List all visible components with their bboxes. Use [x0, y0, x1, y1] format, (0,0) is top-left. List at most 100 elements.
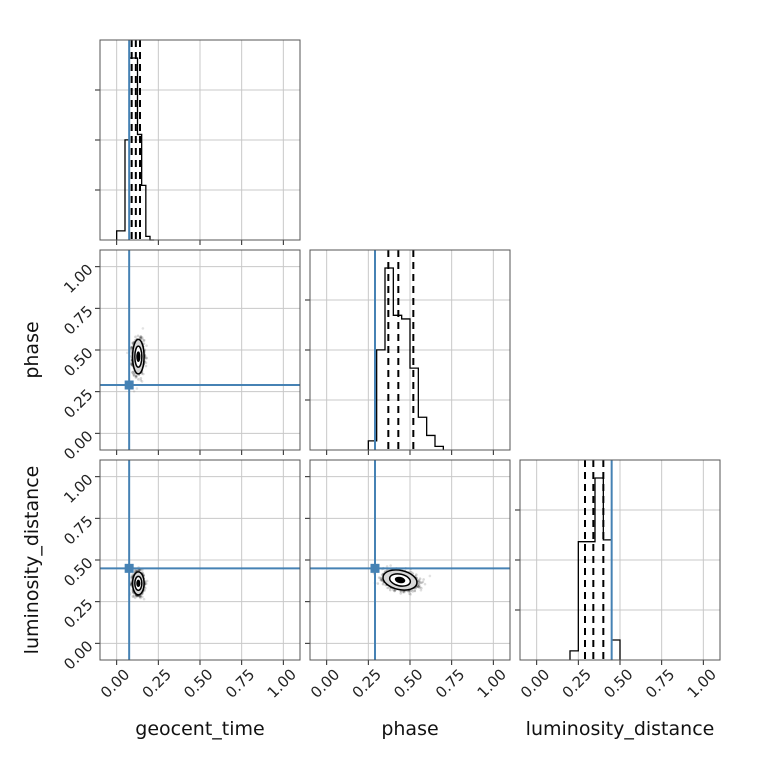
sample-dot [135, 375, 138, 379]
sample-dot [140, 380, 144, 383]
sample-dot [428, 574, 432, 578]
hist-panel-luminosity_distance [515, 459, 721, 665]
sample-dot [381, 582, 385, 586]
scatter-panel-geocent_time-luminosity_distance [95, 459, 301, 665]
sample-dot [132, 389, 136, 393]
y-axis-label-luminosity_distance: luminosity_distance [21, 466, 43, 655]
sample-dot [143, 589, 146, 592]
sample-dot [393, 589, 397, 592]
sample-dot [420, 581, 423, 585]
sample-dot [144, 586, 147, 590]
scatter-panel-geocent_time-phase [95, 249, 301, 455]
x-tick-label: 0.25 [349, 665, 385, 701]
sample-dot [141, 595, 144, 599]
sample-dot [419, 588, 423, 592]
sample-dot [129, 583, 133, 586]
sample-dot [418, 579, 421, 583]
sample-dot [132, 373, 136, 377]
panel-frame [309, 249, 511, 451]
sample-dot [380, 577, 383, 581]
sample-dot [145, 579, 149, 583]
y-tick-label: 0.25 [60, 595, 96, 631]
sample-dot [415, 573, 418, 577]
x-tick-label: 0.25 [559, 665, 595, 701]
panel-frame [99, 39, 301, 241]
sample-dot [129, 345, 133, 349]
sample-dot [138, 568, 142, 572]
sample-dot [142, 342, 146, 345]
sample-dot [408, 592, 411, 596]
x-tick-label: 0.50 [600, 665, 636, 701]
sample-dot [134, 374, 138, 378]
x-tick-label: 0.75 [642, 665, 678, 701]
sample-dot [131, 573, 135, 576]
sample-dot [379, 576, 383, 580]
sample-dot [393, 589, 396, 593]
sample-dot [417, 582, 421, 586]
sample-dot [411, 590, 414, 593]
sample-dot [134, 335, 137, 339]
x-tick-label: 0.00 [307, 665, 343, 701]
y-tick-label: 1.00 [60, 260, 96, 296]
y-axis-label-phase: phase [21, 321, 43, 378]
sample-dot [145, 344, 148, 347]
sample-dot [130, 362, 133, 365]
truth-marker [124, 563, 134, 573]
sample-dot [416, 585, 420, 588]
panel-frame [519, 459, 721, 661]
sample-dot [130, 363, 133, 366]
sample-dot [407, 590, 410, 593]
sample-dot [130, 347, 133, 350]
panel-frame [99, 459, 301, 661]
sample-dot [131, 370, 134, 374]
x-axis-label-phase: phase [381, 718, 438, 740]
sample-dot [418, 577, 422, 581]
sample-dot [142, 597, 146, 601]
x-tick-label: 0.00 [97, 665, 133, 701]
sample-dot [421, 580, 425, 584]
sample-dot [134, 374, 138, 378]
sample-dot [417, 578, 420, 582]
sample-dot [139, 377, 143, 380]
y-tick-label: 0.75 [60, 512, 96, 548]
sample-dot [413, 589, 416, 592]
sample-dot [131, 371, 134, 374]
y-tick-label: 0.50 [60, 344, 96, 380]
y-tick-label: 0.75 [60, 302, 96, 338]
sample-dot [416, 585, 420, 589]
sample-dot [129, 582, 133, 586]
panel-frame [309, 459, 511, 661]
sample-dot [139, 596, 142, 600]
sample-dot [403, 590, 406, 594]
sample-dot [132, 372, 135, 376]
sample-dot [419, 581, 422, 585]
sample-dot [132, 595, 135, 599]
contour-inner [136, 351, 141, 362]
sample-dot [136, 334, 140, 338]
sample-dot [139, 335, 143, 339]
sample-dot [131, 341, 134, 345]
hist-panel-geocent_time [95, 39, 301, 245]
sample-dot [417, 586, 421, 589]
y-tick-label: 0.00 [60, 427, 96, 463]
sample-dot [130, 347, 133, 350]
sample-dot [135, 594, 139, 598]
sample-dot [409, 589, 412, 593]
sample-dot [138, 336, 142, 339]
x-axis-label-geocent_time: geocent_time [135, 718, 264, 740]
histogram-phase [367, 267, 444, 450]
sample-dot [133, 596, 137, 600]
y-tick-label: 0.00 [60, 637, 96, 673]
sample-dot [139, 336, 142, 340]
contour-inner [394, 576, 406, 584]
sample-dot [142, 338, 146, 342]
sample-dot [401, 590, 405, 594]
sample-dot [420, 586, 423, 590]
x-axis-label-luminosity_distance: luminosity_distance [526, 718, 715, 740]
sample-dot [417, 585, 420, 588]
x-tick-label: 0.25 [139, 665, 175, 701]
sample-dot [139, 594, 143, 598]
sample-dot [418, 584, 421, 587]
sample-dot [139, 335, 143, 338]
